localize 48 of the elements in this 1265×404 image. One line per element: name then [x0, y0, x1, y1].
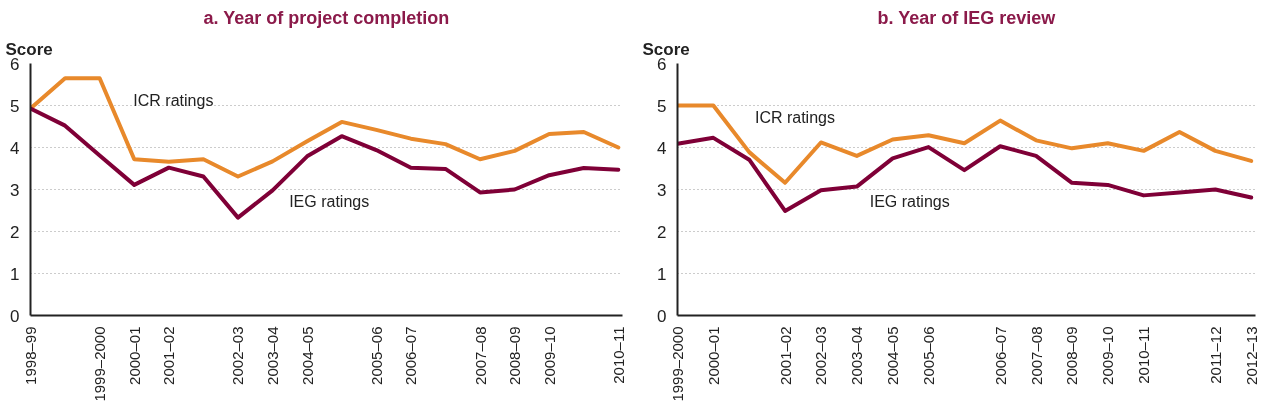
y-tick-label: 1	[10, 264, 20, 284]
x-tick-label: 2006–07	[402, 326, 420, 385]
y-tick-label: 2	[657, 222, 667, 242]
x-tick-label: 2008–09	[506, 326, 524, 385]
x-tick-label: 2010–11	[1135, 326, 1153, 384]
chart-title: a. Year of project completion	[203, 7, 450, 28]
x-tick-label: 2001–02	[776, 326, 794, 385]
x-tick-label: 2002–03	[229, 326, 247, 385]
x-tick-label: 1998–99	[22, 326, 39, 385]
x-tick-label: 1999–2000	[669, 326, 686, 402]
x-tick-label: 2000–01	[125, 326, 143, 385]
y-tick-label: 0	[10, 306, 20, 326]
x-tick-label: 2005–06	[367, 326, 385, 385]
x-tick-label: 2003–04	[264, 326, 282, 385]
line-series	[677, 135, 1254, 213]
x-tick-label: 2001–02	[160, 326, 178, 385]
series-label: IEG ratings	[869, 192, 950, 210]
line-series	[677, 103, 1254, 185]
x-tick-label: 2009–10	[540, 326, 558, 385]
x-tick-label: 2005–06	[919, 326, 937, 385]
series-label: ICR ratings	[133, 91, 214, 109]
y-tick-label: 4	[10, 138, 20, 158]
x-tick-label: 2007–08	[471, 326, 489, 385]
series-label: ICR ratings	[754, 108, 835, 126]
x-tick-label: 2004–05	[298, 326, 316, 385]
y-tick-label: 5	[657, 96, 667, 116]
y-tick-label: 0	[657, 306, 667, 326]
y-tick-label: 1	[657, 264, 667, 284]
x-tick-label: 2011–12	[1206, 326, 1224, 384]
y-tick-label: 2	[10, 222, 20, 242]
x-tick-label: 2004–05	[884, 326, 902, 385]
x-tick-label: 2007–08	[1027, 326, 1045, 385]
series-label: IEG ratings	[289, 192, 370, 210]
x-tick-label: 2000–01	[704, 326, 722, 385]
x-tick-label: 2003–04	[848, 326, 866, 385]
y-tick-label: 5	[10, 96, 20, 116]
y-tick-label: 4	[657, 138, 667, 158]
x-tick-label: 2009–10	[1099, 326, 1117, 385]
line-series	[30, 76, 621, 179]
x-tick-label: 2010–11	[609, 326, 627, 384]
chart-title: b. Year of IEG review	[877, 7, 1057, 28]
x-tick-label: 2002–03	[812, 326, 830, 385]
y-tick-label: 3	[10, 180, 20, 200]
x-tick-label: 2008–09	[1063, 326, 1081, 385]
x-tick-label: 2012–13	[1242, 326, 1260, 385]
x-tick-label: 2006–07	[991, 326, 1009, 385]
x-tick-label: 1999–2000	[91, 326, 109, 402]
y-tick-label: 3	[657, 180, 667, 200]
